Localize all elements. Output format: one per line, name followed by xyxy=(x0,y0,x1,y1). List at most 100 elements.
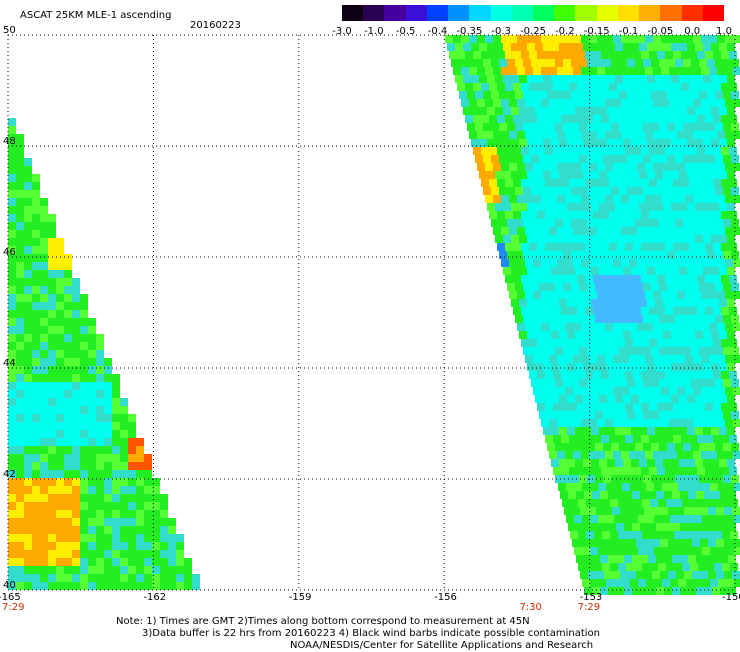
swath-cell xyxy=(687,171,695,179)
swath-cell xyxy=(659,411,667,419)
swath-cell xyxy=(627,443,635,451)
swath-cell xyxy=(579,283,587,291)
swath-cell xyxy=(581,259,589,267)
swath-cell xyxy=(669,131,677,139)
swath-cell xyxy=(606,515,614,523)
swath-cell xyxy=(72,310,80,318)
swath-cell xyxy=(655,139,663,147)
swath-cell xyxy=(551,171,559,179)
swath-cell xyxy=(551,299,559,307)
swath-cell xyxy=(32,502,40,510)
swath-cell xyxy=(493,131,501,139)
swath-cell xyxy=(64,302,72,310)
swath-cell xyxy=(553,275,561,283)
swath-cell xyxy=(619,411,627,419)
swath-cell xyxy=(717,131,725,139)
swath-cell xyxy=(72,286,80,294)
swath-cell xyxy=(651,315,659,323)
swath-cell xyxy=(682,531,690,539)
swath-cell xyxy=(623,331,631,339)
swath-cell xyxy=(685,35,693,43)
swath-cell xyxy=(631,363,639,371)
swath-cell xyxy=(56,574,64,582)
swath-cell xyxy=(128,430,136,438)
swath-cell xyxy=(144,574,152,582)
swath-cell xyxy=(563,315,571,323)
swath-cell xyxy=(733,387,740,395)
swath-cell xyxy=(8,502,16,510)
swath-cell xyxy=(657,435,665,443)
swath-cell xyxy=(589,387,597,395)
swath-cell xyxy=(24,350,32,358)
swath-cell xyxy=(619,443,627,451)
swath-cell xyxy=(565,195,573,203)
swath-cell xyxy=(635,251,643,259)
swath-cell xyxy=(64,510,72,518)
swath-cell xyxy=(627,155,635,163)
swath-cell xyxy=(687,267,695,275)
swath-cell xyxy=(571,187,579,195)
swath-cell xyxy=(674,499,682,507)
swath-cell xyxy=(8,174,16,182)
swath-cell xyxy=(24,510,32,518)
swath-cell xyxy=(627,283,635,291)
swath-cell xyxy=(616,587,624,595)
swath-cell xyxy=(32,566,40,574)
swath-cell xyxy=(503,235,511,243)
swath-cell xyxy=(104,566,112,574)
swath-cell xyxy=(633,467,641,475)
swath-cell xyxy=(683,283,691,291)
swath-cell xyxy=(569,339,577,347)
swath-cell xyxy=(80,494,88,502)
swath-cell xyxy=(639,75,647,83)
swath-cell xyxy=(56,454,64,462)
swath-cell xyxy=(507,187,515,195)
swath-cell xyxy=(24,382,32,390)
swath-cell xyxy=(634,531,642,539)
swath-cell xyxy=(8,310,16,318)
swath-cell xyxy=(617,243,625,251)
swath-cell xyxy=(40,390,48,398)
swath-cell xyxy=(96,374,104,382)
swath-cell xyxy=(624,555,632,563)
swath-cell xyxy=(565,291,573,299)
swath-cell xyxy=(727,395,735,403)
swath-cell xyxy=(112,414,120,422)
swath-cell xyxy=(576,523,584,531)
swath-cell xyxy=(519,75,527,83)
swath-cell xyxy=(549,195,557,203)
swath-cell xyxy=(721,435,729,443)
swath-cell xyxy=(535,203,543,211)
swath-cell xyxy=(641,147,649,155)
swath-cell xyxy=(56,398,64,406)
swath-cell xyxy=(681,51,689,59)
swath-cell xyxy=(104,422,112,430)
swath-cell xyxy=(96,566,104,574)
swath-cell xyxy=(663,43,671,51)
swath-cell xyxy=(575,299,583,307)
swath-cell xyxy=(64,350,72,358)
swath-cell xyxy=(559,427,567,435)
swath-cell xyxy=(8,278,16,286)
swath-cell xyxy=(8,302,16,310)
swath-cell xyxy=(647,427,655,435)
swath-cell xyxy=(692,539,700,547)
swath-cell xyxy=(40,494,48,502)
swath-cell xyxy=(669,163,677,171)
swath-cell xyxy=(571,91,579,99)
swath-cell xyxy=(551,75,559,83)
swath-cell xyxy=(579,379,587,387)
swath-cell xyxy=(721,243,729,251)
swath-cell xyxy=(88,350,96,358)
swath-cell xyxy=(681,83,689,91)
swath-cell xyxy=(563,155,571,163)
swath-cell xyxy=(16,150,24,158)
swath-cell xyxy=(665,371,673,379)
swath-cell xyxy=(8,374,16,382)
swath-cell xyxy=(160,582,168,590)
swath-cell xyxy=(136,574,144,582)
swath-cell xyxy=(579,315,587,323)
swath-cell xyxy=(627,379,635,387)
swath-cell xyxy=(168,534,176,542)
swath-cell xyxy=(543,75,551,83)
